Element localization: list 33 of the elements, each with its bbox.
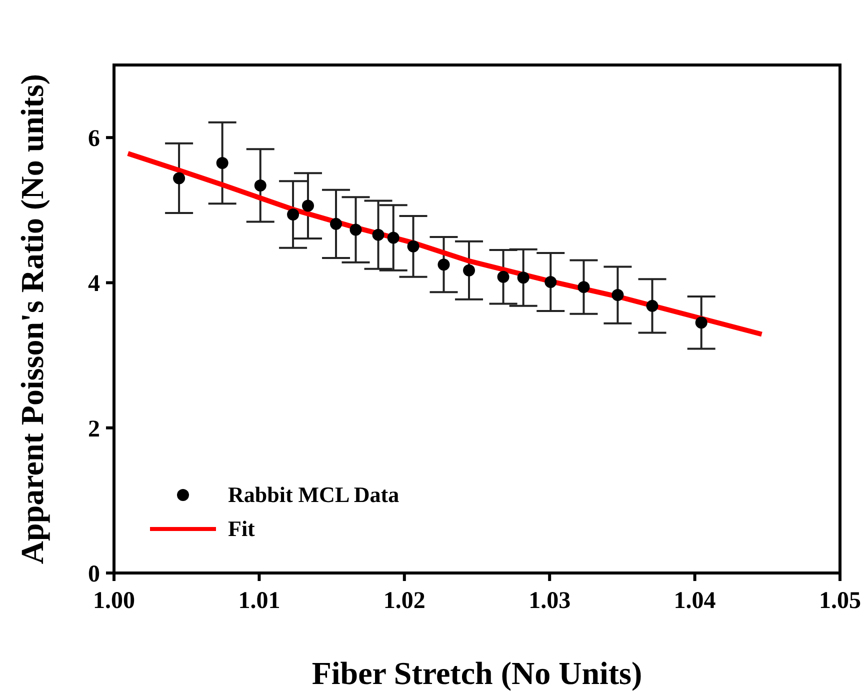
point [350,224,362,236]
point [287,208,300,220]
y-axis-title: Apparent Poisson's Ratio (No units) [14,74,50,564]
point [544,276,557,288]
x-tick-label: 1.00 [93,588,135,614]
point [463,264,476,276]
point [695,316,708,329]
y-tick-label: 4 [88,271,100,298]
y-tick-label: 2 [88,416,100,442]
point [330,218,342,230]
point [438,258,450,271]
point [173,172,186,184]
legend-label: Rabbit MCL Data [228,482,400,508]
point [254,179,266,192]
point [497,270,510,283]
x-tick-label: 1.01 [238,588,280,614]
point [302,200,314,212]
point [612,289,624,302]
point [372,228,384,241]
point [407,240,420,252]
y-tick-label: 0 [88,562,100,588]
x-tick-label: 1.03 [528,588,571,614]
point [646,300,658,312]
x-tick-label: 1.05 [819,588,861,614]
legend-label: Fit [228,516,255,542]
point [216,156,228,169]
x-tick-label: 1.02 [383,588,426,614]
y-tick-label: 6 [88,126,100,152]
point [387,232,400,244]
point [578,281,590,294]
x-axis-title: Fiber Stretch (No Units) [312,655,642,691]
point [517,272,530,284]
x-tick-label: 1.04 [674,588,716,614]
